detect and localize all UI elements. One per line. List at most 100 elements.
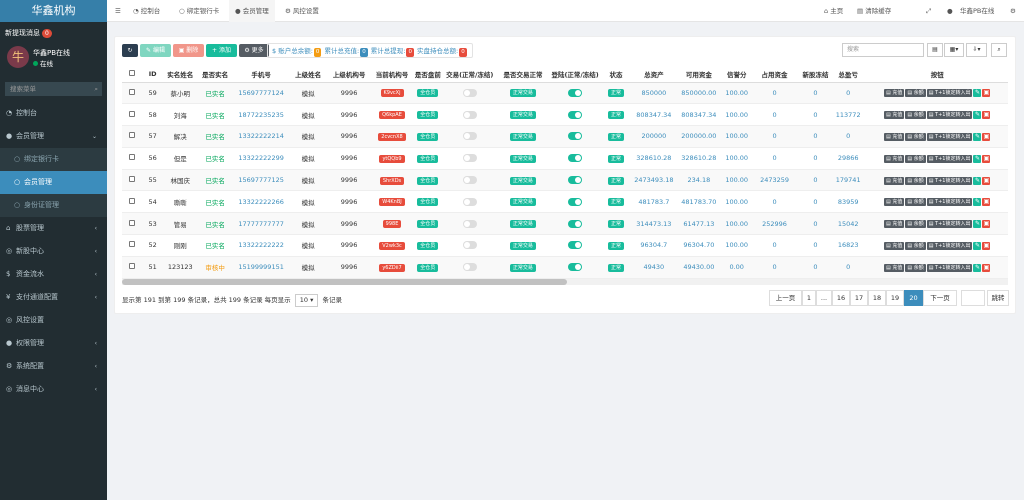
cell-verified[interactable]: 已实名 — [205, 133, 225, 142]
cell-pnl[interactable]: 179741 — [835, 176, 861, 185]
cell-phone[interactable]: 17777777777 — [238, 219, 284, 228]
select-all-checkbox[interactable] — [122, 66, 143, 83]
prev-page-button[interactable]: 上一页 — [769, 290, 802, 306]
cell-total-assets[interactable]: 2473493.18 — [634, 176, 674, 185]
next-page-button[interactable]: 下一页 — [923, 290, 957, 306]
table-row[interactable]: 54 嘶嘶 已实名 13322222266 模拟 9996 W4KnBJ 全仓员 正常交易 正常 4… — [122, 190, 1008, 214]
cell-trade-normal-badge[interactable]: 正常交易 — [509, 89, 536, 98]
cell-trade-normal-badge[interactable]: 正常交易 — [509, 241, 536, 250]
goto-button[interactable]: 跳转 — [987, 290, 1009, 306]
cell-premarket-badge[interactable]: 全仓员 — [417, 111, 439, 120]
lock-transfer-button[interactable]: ▤ T+1锁定转入出 — [926, 220, 973, 229]
cell-trade-normal-badge[interactable]: 正常交易 — [509, 154, 536, 163]
cell-credit[interactable]: 100.00 — [725, 176, 749, 185]
trade-toggle[interactable] — [462, 154, 477, 163]
col-header[interactable]: 状态 — [600, 66, 632, 83]
cell-org-code-badge[interactable]: W4KnBJ — [379, 198, 405, 207]
trade-toggle[interactable] — [462, 88, 477, 97]
row-checkbox[interactable] — [129, 132, 136, 139]
edit-row-icon[interactable]: ✎ — [973, 89, 982, 98]
trade-toggle[interactable] — [462, 176, 477, 185]
cell-pnl[interactable]: 0 — [846, 263, 851, 272]
sidebar-item-dashboard[interactable]: ◔ 控制台 — [0, 102, 107, 125]
sidebar-item-stocks[interactable]: ⌂ 股票管理 ‹ — [0, 217, 107, 240]
delete-row-icon[interactable]: ▣ — [982, 132, 991, 141]
row-checkbox[interactable] — [129, 219, 136, 226]
cell-phone[interactable]: 15199999151 — [238, 263, 284, 272]
cell-phone[interactable]: 18772235235 — [238, 110, 284, 119]
cell-premarket-badge[interactable]: 全仓员 — [417, 132, 439, 141]
search-icon[interactable]: ⌕ — [94, 85, 98, 93]
cell-verified[interactable]: 已实名 — [205, 111, 225, 120]
col-header[interactable]: 可用资金 — [676, 66, 722, 83]
edit-row-icon[interactable]: ✎ — [973, 241, 982, 250]
cell-premarket-badge[interactable]: 全仓员 — [417, 263, 439, 272]
app-logo[interactable]: 华鑫机构 — [0, 0, 107, 22]
table-row[interactable]: 52 刚刚 已实名 13322222222 模拟 9996 V2wk3c 全仓员 正常交易 正常 9… — [122, 234, 1008, 257]
cell-occupied[interactable]: 2473259 — [760, 176, 790, 185]
cell-occupied[interactable]: 0 — [772, 88, 777, 97]
recharge-button[interactable]: ▤ 充值 — [884, 176, 905, 185]
tab-dashboard[interactable]: ◔ 控制台 — [127, 0, 166, 22]
page-size-select[interactable]: 10 ▾ — [294, 294, 319, 307]
cell-verified[interactable]: 已实名 — [205, 89, 225, 98]
cell-trade-normal-badge[interactable]: 正常交易 — [509, 220, 536, 229]
cell-verified[interactable]: 已实名 — [205, 220, 225, 229]
cell-phone[interactable]: 13322222299 — [238, 154, 284, 163]
cell-occupied[interactable]: 0 — [772, 132, 777, 141]
cell-premarket-badge[interactable]: 全仓员 — [417, 220, 439, 229]
sidebar-item-member[interactable]: ● 会员管理 ⌄ — [0, 125, 107, 148]
scrollbar-thumb[interactable] — [122, 279, 567, 285]
col-header[interactable]: 是否交易正常 — [496, 66, 550, 83]
cell-available[interactable]: 481783.70 — [681, 197, 717, 206]
admin-name[interactable]: 华鑫PB在线 — [960, 7, 995, 15]
table-row[interactable]: 53 管易 已实名 17777777777 模拟 9996 998E 全仓员 正常交易 正常 314… — [122, 212, 1008, 236]
cell-total-assets[interactable]: 200000 — [641, 132, 667, 141]
cell-premarket-badge[interactable]: 全仓员 — [417, 198, 439, 207]
avatar-small[interactable]: ● — [947, 7, 953, 15]
cell-ipo-frozen[interactable]: 0 — [813, 241, 818, 250]
cell-available[interactable]: 49430.00 — [683, 263, 715, 272]
cell-pnl[interactable]: 29866 — [837, 154, 859, 163]
edit-row-icon[interactable]: ✎ — [973, 198, 982, 207]
cell-pnl[interactable]: 0 — [846, 88, 851, 97]
goto-page-input[interactable] — [961, 290, 985, 306]
cell-ipo-frozen[interactable]: 0 — [813, 263, 818, 272]
cell-verified[interactable]: 审核中 — [205, 264, 225, 273]
sidebar-item-bankcard[interactable]: ○ 绑定银行卡 — [0, 148, 107, 171]
trade-toggle[interactable] — [462, 263, 477, 272]
cell-available[interactable]: 808347.34 — [681, 110, 717, 119]
sidebar-item-idcard[interactable]: ○ 身份证管理 — [0, 194, 107, 217]
cell-premarket-badge[interactable]: 全仓员 — [417, 241, 439, 250]
cell-phone[interactable]: 13322222222 — [238, 241, 284, 250]
cell-ipo-frozen[interactable]: 0 — [813, 154, 818, 163]
col-header[interactable]: 手机号 — [232, 66, 290, 83]
sidebar-item-risk[interactable]: ◎ 风控设置 — [0, 309, 107, 332]
page-button[interactable]: 19 — [886, 290, 904, 306]
cell-total-assets[interactable]: 314473.13 — [636, 219, 672, 228]
cell-available[interactable]: 61477.13 — [683, 219, 715, 228]
login-toggle[interactable] — [568, 197, 583, 206]
delete-row-icon[interactable]: ▣ — [982, 263, 991, 272]
recharge-button[interactable]: ▤ 充值 — [884, 198, 905, 207]
columns-button[interactable]: ▦▾ — [944, 43, 964, 57]
login-toggle[interactable] — [568, 110, 583, 119]
cell-credit[interactable]: 100.00 — [725, 241, 749, 250]
more-button[interactable]: ⚙ 更多 — [239, 44, 269, 57]
table-row[interactable]: 56 但是 已实名 13322222299 模拟 9996 ytQQb9 全仓员 正常交易 正常 3… — [122, 147, 1008, 170]
edit-row-icon[interactable]: ✎ — [973, 176, 982, 185]
col-header[interactable]: 实名姓名 — [162, 66, 198, 83]
delete-row-icon[interactable]: ▣ — [982, 220, 991, 229]
cell-total-assets[interactable]: 96304.7 — [640, 241, 668, 250]
recharge-button[interactable]: ▤ 充值 — [884, 241, 905, 250]
sidebar-item-payment[interactable]: ¥ 支付通道配置 ‹ — [0, 286, 107, 309]
cell-verified[interactable]: 已实名 — [205, 242, 225, 251]
col-header[interactable]: 信誉分 — [721, 66, 753, 83]
login-toggle[interactable] — [568, 241, 583, 250]
cell-pnl[interactable]: 15042 — [837, 219, 859, 228]
login-toggle[interactable] — [568, 88, 583, 97]
table-row[interactable]: 51 123123 审核中 15199999151 模拟 9996 y6ZDii7 全仓员 正常… — [122, 256, 1008, 279]
cell-ipo-frozen[interactable]: 0 — [813, 88, 818, 97]
add-button[interactable]: + 添加 — [206, 44, 237, 57]
cell-available[interactable]: 200000.00 — [681, 132, 717, 141]
